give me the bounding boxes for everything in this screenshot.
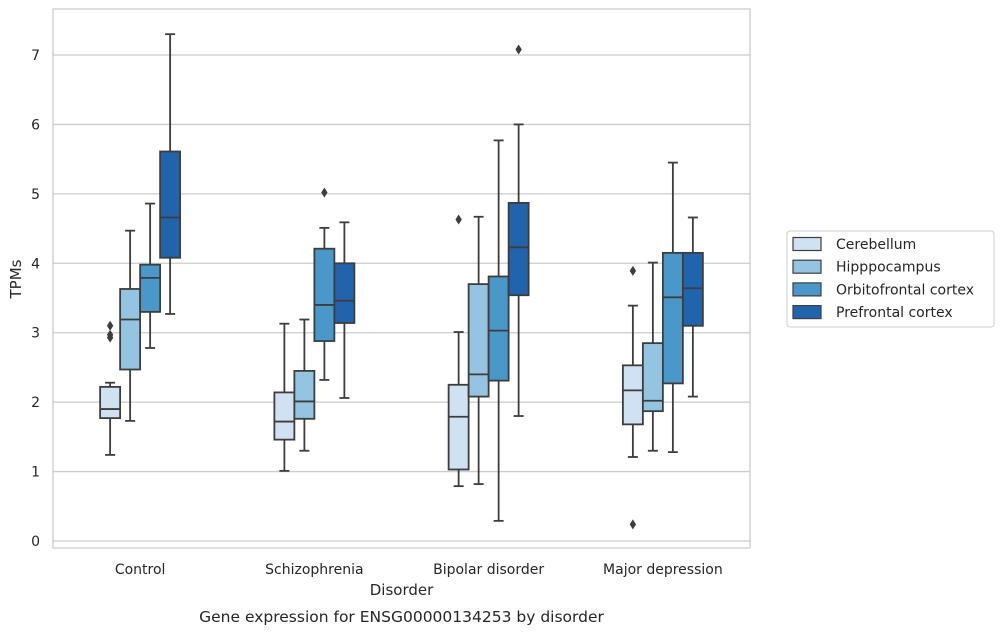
y-tick-label: 0 (31, 534, 40, 550)
box-body (507, 201, 530, 297)
boxes (99, 33, 704, 530)
box-group (99, 320, 122, 456)
box-group (681, 216, 704, 398)
y-tick-label: 7 (31, 48, 40, 64)
legend-frame (786, 230, 995, 328)
box-body (487, 275, 510, 382)
x-tick-labels: Control Schizophrenia Bipolar disorder Majo… (115, 562, 723, 578)
box-group (333, 221, 356, 399)
outlier-point (515, 44, 522, 55)
box-group (293, 318, 316, 452)
x-tick-label: Major depression (603, 562, 723, 578)
legend-items: Cerebellum Hipppocampus Orbitofrontal cort… (792, 236, 974, 321)
outlier-point (321, 187, 328, 198)
y-tick-label: 2 (31, 395, 40, 411)
box-group (487, 139, 510, 522)
x-axis-label: Disorder (370, 581, 434, 599)
outlier-point (106, 329, 114, 340)
legend-swatch (792, 236, 822, 252)
chart-caption: Gene expression for ENSG00000134253 by d… (199, 608, 604, 626)
box-group (661, 161, 684, 454)
box-group (641, 261, 664, 452)
box-body (313, 247, 336, 342)
box-group (159, 33, 182, 315)
box-body (661, 251, 684, 385)
outlier-point (629, 265, 637, 276)
box-body (159, 150, 182, 259)
x-tick-label: Schizophrenia (265, 562, 363, 578)
box-body (99, 385, 122, 420)
y-tick-label: 1 (31, 465, 40, 481)
legend: Cerebellum Hipppocampus Orbitofrontal cort… (786, 230, 995, 328)
box-group (139, 202, 162, 349)
box-body (273, 391, 296, 441)
legend-label: Orbitofrontal cortex (836, 282, 974, 298)
outlier-point (106, 320, 114, 331)
legend-swatch (792, 259, 822, 274)
box-body (681, 251, 704, 327)
box-body (333, 262, 356, 324)
outlier-point (455, 214, 462, 225)
x-tick-label: Bipolar disorder (433, 562, 544, 578)
box-group (467, 215, 490, 485)
legend-swatch (792, 305, 822, 320)
plot-frame (52, 8, 751, 549)
box-group (447, 214, 470, 488)
legend-swatch (792, 282, 822, 297)
x-tick-label: Control (115, 562, 166, 578)
box-group (313, 187, 336, 381)
box-group (119, 229, 142, 422)
y-tick-label: 4 (31, 256, 40, 272)
y-axis-label: TPMs (7, 259, 25, 299)
y-tick-label: 6 (31, 117, 40, 133)
legend-label: Cerebellum (836, 237, 916, 253)
box-body (293, 369, 316, 420)
box-group (273, 322, 296, 472)
legend-label: Hipppocampus (836, 260, 941, 276)
y-tick-label: 5 (31, 187, 40, 203)
box-body (447, 383, 470, 471)
legend-label: Prefrontal cortex (836, 305, 953, 321)
box-body (139, 263, 162, 313)
box-group (621, 265, 644, 530)
y-tick-labels: 0 1 2 3 4 5 6 7 (31, 48, 40, 550)
box-body (119, 288, 142, 371)
box-body (621, 364, 644, 426)
box-body (467, 283, 490, 398)
outlier-point (629, 519, 637, 530)
y-tick-label: 3 (31, 326, 40, 342)
box-group (507, 44, 530, 417)
